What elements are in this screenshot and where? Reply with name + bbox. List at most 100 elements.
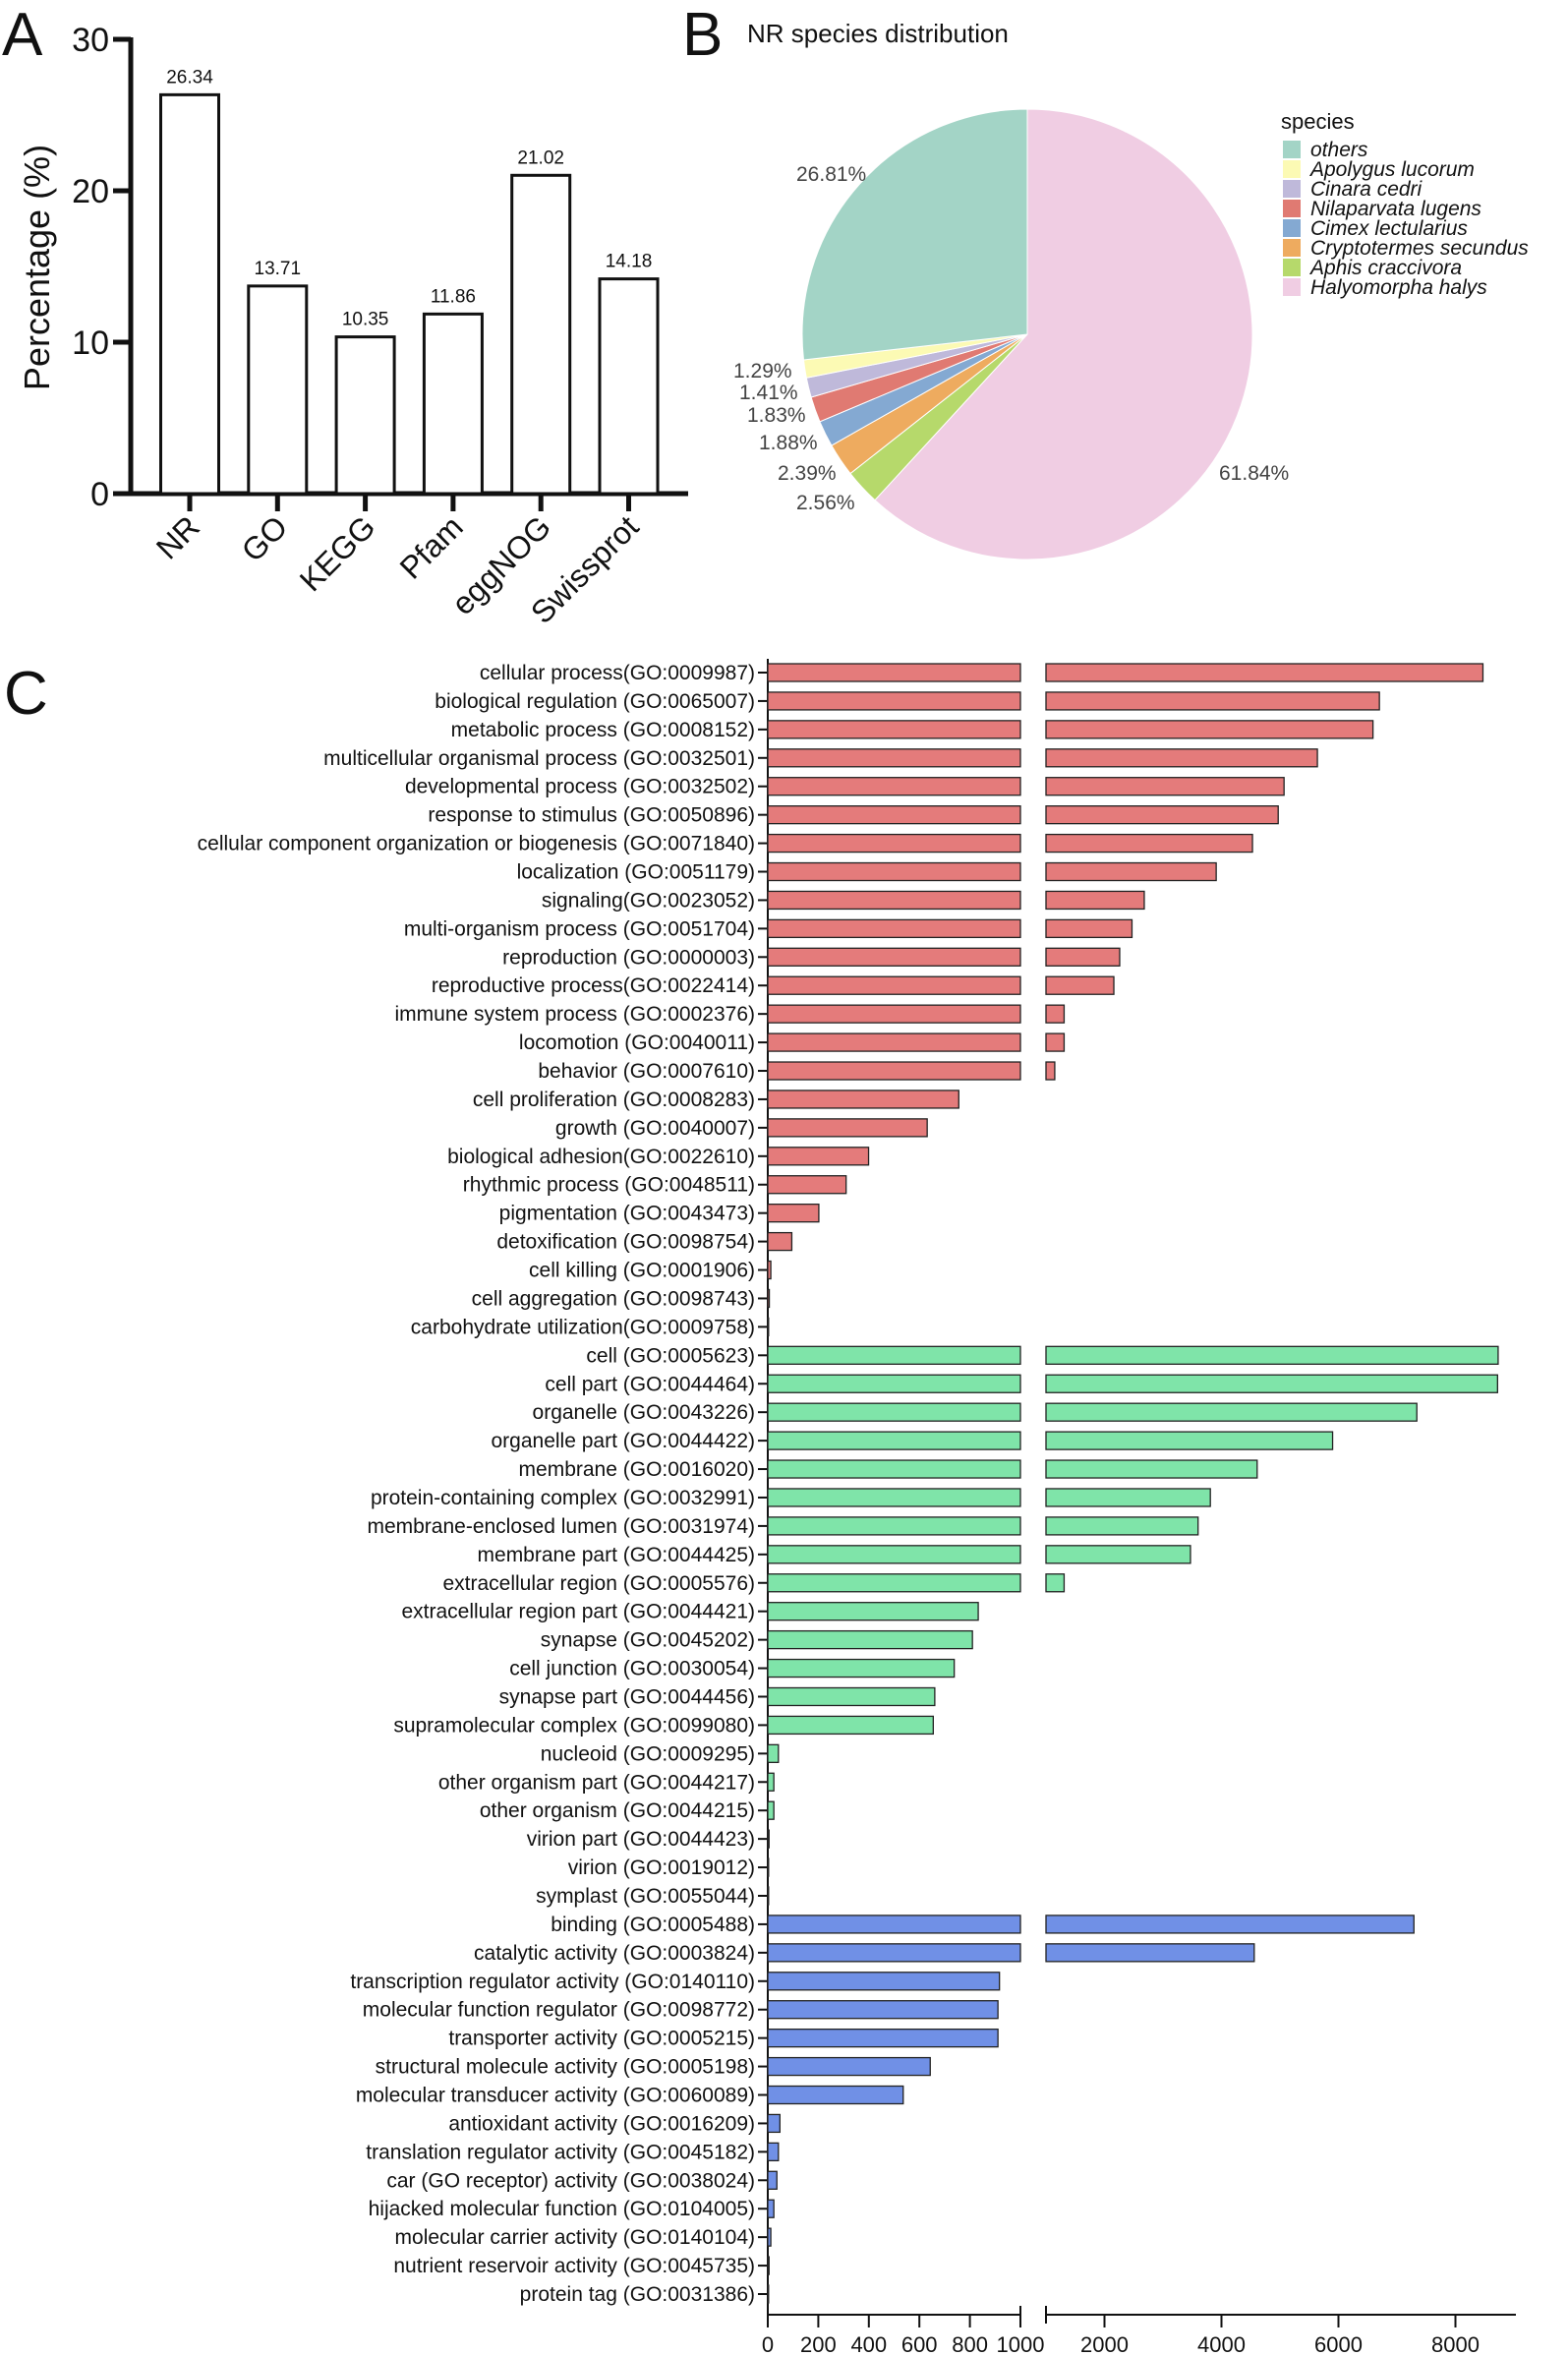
go-term-label: carbohydrate utilization(GO:0009758) xyxy=(411,1316,755,1338)
x-tick-label: GO xyxy=(235,508,295,568)
legend-item: Aphis craccivora xyxy=(1308,257,1462,279)
go-term-label: biological regulation (GO:0065007) xyxy=(435,690,755,713)
go-bar xyxy=(767,691,1021,711)
go-bar xyxy=(767,1431,1021,1450)
go-bar xyxy=(767,748,1021,768)
go-bar xyxy=(767,1374,1021,1393)
go-term-label: detoxification (GO:0098754) xyxy=(496,1231,755,1254)
bar-eggnog xyxy=(510,173,572,496)
go-term-label: cell aggregation (GO:0098743) xyxy=(472,1287,755,1310)
go-bar-extension xyxy=(1045,1402,1418,1422)
go-term-label: metabolic process (GO:0008152) xyxy=(451,719,755,741)
go-bar xyxy=(767,1147,870,1166)
go-bar-extension xyxy=(1045,1914,1415,1934)
y-tick-label: 0 xyxy=(90,476,109,513)
pie-slice-others xyxy=(801,108,1028,361)
go-term-label: developmental process (GO:0032502) xyxy=(405,776,755,798)
go-bar xyxy=(767,1004,1021,1024)
go-term-label: cell killing (GO:0001906) xyxy=(529,1260,755,1282)
go-term-label: structural molecule activity (GO:0005198… xyxy=(376,2056,755,2079)
go-term-label: extracellular region part (GO:0044421) xyxy=(401,1601,755,1623)
go-bar-extension xyxy=(1045,1032,1066,1052)
legend-swatch xyxy=(1283,219,1301,237)
go-bar-extension xyxy=(1045,748,1318,768)
go-bar-extension xyxy=(1045,805,1279,825)
go-bar-extension xyxy=(1045,691,1380,711)
go-bar xyxy=(767,1943,1021,1963)
go-term-label: translation regulator activity (GO:00451… xyxy=(366,2141,755,2163)
go-bar xyxy=(767,2000,999,2020)
go-bar xyxy=(767,1061,1021,1081)
go-term-label: supramolecular complex (GO:0099080) xyxy=(393,1714,755,1737)
go-bar xyxy=(767,1886,770,1906)
go-bar-extension xyxy=(1045,1061,1056,1081)
go-bar xyxy=(767,1743,780,1763)
go-term-label: symplast (GO:0055044) xyxy=(536,1885,755,1908)
go-bar xyxy=(767,1317,770,1337)
go-bar xyxy=(767,947,1021,967)
x-tick-label: KEGG xyxy=(293,508,382,598)
legend-item: Cimex lectularius xyxy=(1310,217,1468,240)
pie-slice-label: 1.88% xyxy=(759,432,818,454)
x-tick-label: 2000 xyxy=(1080,2332,1129,2356)
go-term-label: multicellular organismal process (GO:003… xyxy=(323,747,755,770)
go-term-label: locomotion (GO:0040011) xyxy=(519,1031,755,1054)
go-bar-extension xyxy=(1045,1431,1334,1450)
go-bar xyxy=(767,1658,956,1679)
y-tick-label: 10 xyxy=(72,324,109,362)
go-term-label: behavior (GO:0007610) xyxy=(538,1060,755,1083)
legend-swatch xyxy=(1283,259,1301,276)
x-tick-label: 6000 xyxy=(1314,2332,1363,2356)
go-bar-extension xyxy=(1045,1459,1258,1479)
go-bar-extension xyxy=(1045,1943,1255,1963)
go-term-label: nutrient reservoir activity (GO:0045735) xyxy=(393,2255,755,2277)
bar-value-label: 11.86 xyxy=(431,286,476,307)
go-term-label: signaling(GO:0023052) xyxy=(542,889,755,912)
go-term-label: hijacked molecular function (GO:0104005) xyxy=(369,2198,755,2220)
go-bar xyxy=(767,1857,770,1877)
go-term-label: other organism part (GO:0044217) xyxy=(438,1771,755,1794)
go-bar-extension xyxy=(1045,1573,1066,1593)
pie-slice-label: 2.39% xyxy=(778,462,837,485)
go-term-label: localization (GO:0051179) xyxy=(517,861,755,884)
go-bar xyxy=(767,1288,771,1309)
go-bar-extension xyxy=(1045,663,1484,682)
go-term-label: cellular component organization or bioge… xyxy=(198,833,755,855)
go-bar xyxy=(767,1772,775,1792)
chart-c-go-classification: cellular process(GO:0009987) biological r… xyxy=(198,659,1516,2356)
go-bar xyxy=(767,1972,1001,1991)
x-tick-label: 1000 xyxy=(997,2332,1045,2356)
bar-value-label: 26.34 xyxy=(166,67,213,88)
go-bar-extension xyxy=(1045,1488,1211,1507)
go-term-label: reproductive process(GO:0022414) xyxy=(432,974,755,997)
x-tick-label: 600 xyxy=(901,2332,938,2356)
go-term-label: catalytic activity (GO:0003824) xyxy=(474,1942,755,1965)
pie-slice-label: 26.81% xyxy=(796,163,866,186)
go-term-label: nucleoid (GO:0009295) xyxy=(541,1742,755,1765)
legend-swatch xyxy=(1283,239,1301,257)
pie-slice-label: 1.83% xyxy=(747,404,806,427)
go-bar xyxy=(767,2284,770,2304)
bar-value-label: 10.35 xyxy=(342,310,389,330)
go-term-label: membrane part (GO:0044425) xyxy=(478,1544,755,1566)
x-tick-label: NR xyxy=(149,508,206,565)
go-term-label: synapse (GO:0045202) xyxy=(541,1629,755,1652)
go-bar xyxy=(767,805,1021,825)
go-bar xyxy=(767,2227,772,2247)
go-bar xyxy=(767,2256,770,2275)
go-term-label: synapse part (GO:0044456) xyxy=(499,1685,755,1708)
bar-kegg xyxy=(334,335,396,496)
bar-swissprot xyxy=(598,277,660,496)
go-bar-extension xyxy=(1045,720,1374,739)
go-bar-extension xyxy=(1045,918,1133,939)
legend-swatch xyxy=(1283,200,1301,217)
go-bar xyxy=(767,1545,1021,1564)
go-term-label: membrane-enclosed lumen (GO:0031974) xyxy=(367,1515,755,1538)
y-axis-title: Percentage (%) xyxy=(17,145,57,390)
go-bar xyxy=(767,1602,979,1621)
go-term-label: cell junction (GO:0030054) xyxy=(509,1658,755,1680)
pie-slice-label: 1.41% xyxy=(739,382,798,404)
x-tick-label: 800 xyxy=(952,2332,988,2356)
go-term-label: cell proliferation (GO:0008283) xyxy=(473,1089,755,1111)
